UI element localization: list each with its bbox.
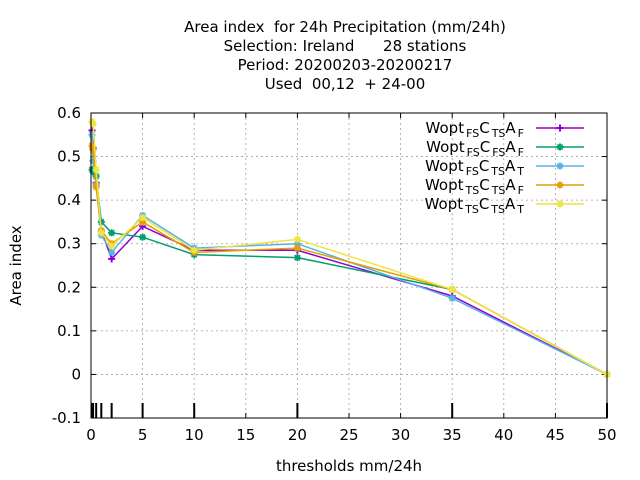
legend-label: Wopt FSC TSA F <box>426 119 524 140</box>
series-line <box>91 121 608 376</box>
title-line-2: Selection: Ireland 28 stations <box>224 37 467 55</box>
y-tick-label: 0 <box>71 365 81 383</box>
legend-swatch-marker <box>556 124 564 132</box>
data-point <box>92 166 100 174</box>
y-tick-label: 0.4 <box>57 191 81 209</box>
data-point <box>190 246 198 254</box>
title-line-3: Period: 20200203-20200217 <box>238 56 453 74</box>
title-line-4: Used 00,12 + 24-00 <box>265 75 425 93</box>
x-axis-label: thresholds mm/24h <box>276 457 422 475</box>
data-point <box>448 285 456 293</box>
data-point <box>108 255 116 263</box>
data-point <box>293 235 301 243</box>
x-tick-label: 40 <box>494 426 513 444</box>
data-point <box>108 248 116 256</box>
data-series <box>88 118 611 378</box>
x-tick-label: 30 <box>391 426 410 444</box>
series-line <box>91 134 608 376</box>
x-tick-label: 0 <box>86 426 96 444</box>
y-tick-label: 0.6 <box>57 104 81 122</box>
legend-entry-4: Wopt TSC TSA F <box>425 176 584 197</box>
x-tick-label: 35 <box>443 426 462 444</box>
data-point <box>108 242 116 250</box>
threshold-marks <box>91 403 608 418</box>
y-tick-label: 0.1 <box>57 322 81 340</box>
legend-swatch-marker <box>556 200 564 208</box>
data-point <box>97 229 105 237</box>
plot-frame <box>90 112 608 419</box>
chart-title: Area index for 24h Precipitation (mm/24h… <box>184 18 506 93</box>
y-tick-label: 0.3 <box>57 235 81 253</box>
legend-swatch-marker <box>556 162 564 170</box>
data-point <box>108 229 116 237</box>
y-tick-label: 0.5 <box>57 148 81 166</box>
y-axis-label: Area index <box>7 225 25 305</box>
legend-label: Wopt FSC FSA F <box>426 138 524 159</box>
data-point <box>293 244 301 252</box>
series-5 <box>88 118 611 378</box>
legend-label: Wopt TSC TSA F <box>425 176 524 197</box>
series-line <box>91 130 608 376</box>
legend-entry-1: Wopt FSC TSA F <box>426 119 584 140</box>
series-4 <box>88 142 611 378</box>
data-point <box>448 294 456 302</box>
title-line-1: Area index for 24h Precipitation (mm/24h… <box>184 18 506 36</box>
data-point <box>139 214 147 222</box>
legend-entry-3: Wopt FSC TSA T <box>425 157 584 178</box>
series-2 <box>88 166 611 378</box>
series-3 <box>88 131 611 378</box>
series-line <box>91 169 608 376</box>
x-tick-label: 45 <box>546 426 565 444</box>
x-tick-label: 5 <box>138 426 148 444</box>
x-tick-label: 50 <box>597 426 616 444</box>
legend-entry-2: Wopt FSC FSA F <box>426 138 584 159</box>
data-point <box>92 183 100 191</box>
data-point <box>139 233 147 241</box>
legend-swatch-marker <box>556 143 564 151</box>
legend-label: Wopt TSC TSA T <box>425 195 525 216</box>
y-tick-label: 0.2 <box>57 278 81 296</box>
x-tick-label: 20 <box>288 426 307 444</box>
y-tick-label: -0.1 <box>52 409 81 427</box>
series-1 <box>88 126 611 378</box>
legend-entry-5: Wopt TSC TSA T <box>425 195 584 216</box>
x-tick-label: 10 <box>185 426 204 444</box>
x-tick-label: 15 <box>236 426 255 444</box>
series-line <box>91 145 608 376</box>
data-point <box>293 254 301 262</box>
x-tick-label: 25 <box>339 426 358 444</box>
legend-label: Wopt FSC TSA T <box>425 157 524 178</box>
legend-swatch-marker <box>556 181 564 189</box>
axis-ticks: 0 5 10 15 20 25 30 35 40 45 50 -0.1 0 0.1 0.2 0.3 0.4 0.5… <box>52 104 617 444</box>
